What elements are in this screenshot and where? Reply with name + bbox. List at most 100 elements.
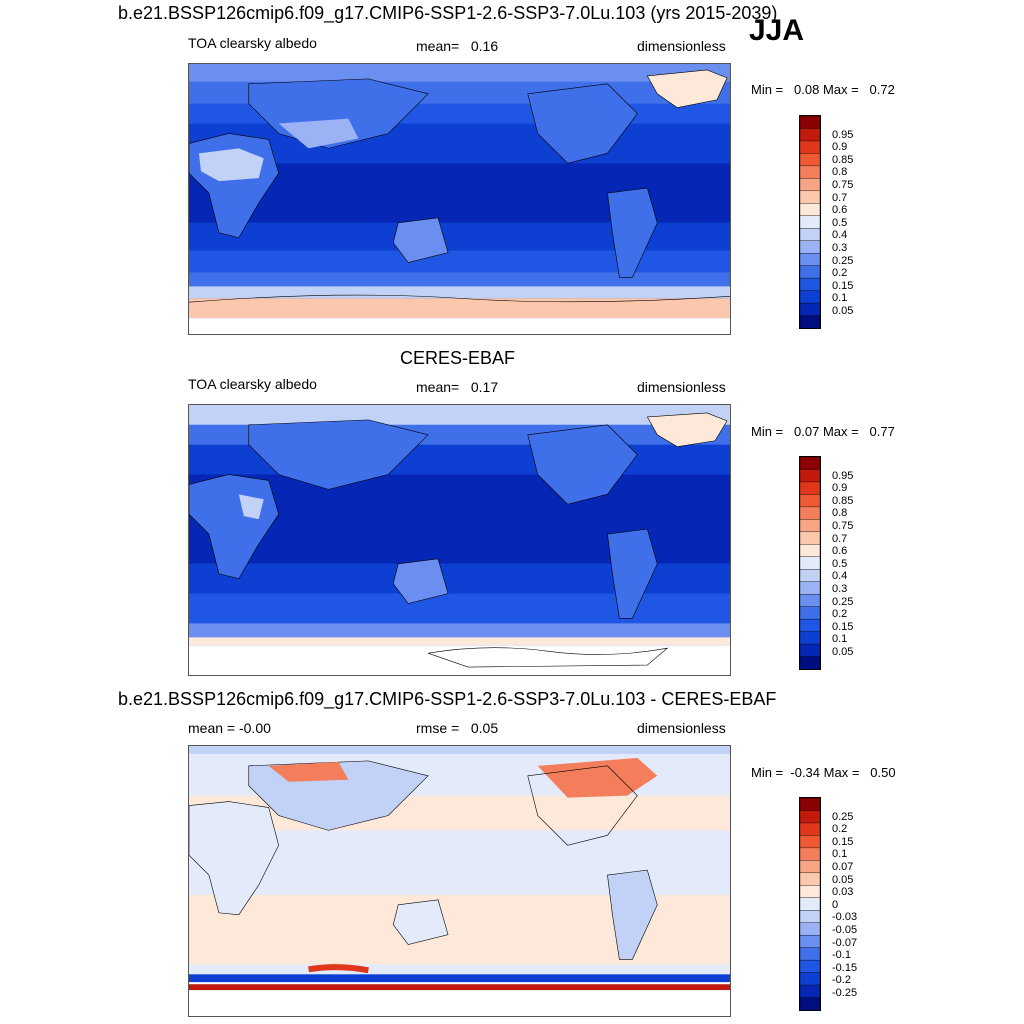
colorbar-tick-label: 0.7: [832, 532, 848, 545]
colorbar-tick-label: 0.6: [832, 204, 848, 217]
panel1-colorbar-swatches: [800, 116, 820, 328]
colorbar-tick-label: 0.25: [832, 595, 854, 608]
colorbar-tick-label: 0.05: [832, 873, 854, 886]
colorbar-swatch: [800, 531, 820, 545]
colorbar-tick-label: 0.4: [832, 570, 848, 583]
colorbar-swatch: [800, 215, 820, 229]
colorbar-tick-label: 0.15: [832, 279, 854, 292]
panel2-minmax: Min = 0.07 Max = 0.77: [751, 424, 895, 439]
panel3-stat-value: 0.05: [470, 720, 499, 736]
colorbar-swatch: [800, 494, 820, 508]
colorbar-tick-label: 0.05: [832, 645, 854, 658]
colorbar-tick-label: 0.2: [832, 608, 848, 621]
colorbar-swatch: [800, 469, 820, 483]
panel3-min-value: -0.34: [790, 765, 821, 780]
colorbar-tick-label: -0.07: [832, 936, 858, 949]
colorbar-tick-label: -0.1: [832, 949, 851, 962]
panel1-map-field: [189, 64, 730, 334]
panel2-stat-value: 0.17: [470, 379, 499, 395]
panel3-map-field: [189, 746, 730, 1016]
panel3-rmse-label: rmse = 0.05: [416, 720, 498, 736]
panel3-max-value: 0.50: [870, 765, 896, 780]
season-label: JJA: [749, 14, 805, 47]
colorbar-swatch: [800, 569, 820, 583]
colorbar-swatch: [800, 618, 820, 633]
colorbar-tick-label: 0.03: [832, 886, 854, 899]
colorbar-swatch: [800, 519, 820, 533]
colorbar-tick-label: -0.05: [832, 923, 858, 936]
colorbar-tick-label: 0: [832, 898, 839, 911]
colorbar-tick-label: 0.95: [832, 469, 854, 482]
colorbar-swatch: [800, 315, 820, 328]
panel1-units: dimensionless: [637, 38, 726, 54]
colorbar-tick-label: 0.2: [832, 267, 848, 280]
colorbar-swatch: [800, 972, 820, 986]
colorbar-swatch: [800, 228, 820, 242]
colorbar-tick-label: 0.75: [832, 519, 854, 532]
colorbar-swatch: [800, 897, 820, 911]
panel1-stat-value: 0.16: [470, 38, 499, 54]
colorbar-swatch: [800, 153, 820, 167]
colorbar-swatch: [800, 810, 820, 824]
colorbar-swatch: [800, 178, 820, 192]
colorbar-tick-label: 0.9: [832, 141, 848, 154]
panel3-title: b.e21.BSSP126cmip6.f09_g17.CMIP6-SSP1-2.…: [118, 689, 777, 709]
colorbar-tick-label: 0.85: [832, 153, 854, 166]
colorbar-swatch: [800, 997, 820, 1010]
colorbar-swatch: [800, 934, 820, 949]
colorbar-swatch: [800, 457, 820, 470]
colorbar-tick-label: 0.7: [832, 191, 848, 204]
colorbar-tick-label: 0.3: [832, 241, 848, 254]
colorbar-tick-label: 0.25: [832, 810, 854, 823]
colorbar-tick-label: 0.05: [832, 304, 854, 317]
panel2-mean-label: mean= 0.17: [416, 379, 498, 395]
panel2-min-label: Min =: [751, 424, 784, 439]
colorbar-tick-label: 0.1: [832, 292, 848, 305]
panel1-title: b.e21.BSSP126cmip6.f09_g17.CMIP6-SSP1-2.…: [118, 3, 778, 23]
panel1-variable-label: TOA clearsky albedo: [188, 35, 317, 51]
colorbar-tick-label: 0.6: [832, 545, 848, 558]
colorbar-swatch: [800, 910, 820, 924]
colorbar-swatch: [800, 265, 820, 279]
colorbar-swatch: [800, 290, 820, 304]
colorbar-tick-label: -0.2: [832, 974, 851, 987]
panel2-units: dimensionless: [637, 379, 726, 395]
panel2-max-label: Max =: [822, 424, 859, 439]
colorbar-tick-label: 0.8: [832, 507, 848, 520]
colorbar-swatch: [800, 190, 820, 204]
panel2-title: CERES-EBAF: [400, 348, 516, 368]
colorbar-swatch: [800, 506, 820, 520]
panel2-stat-label: mean=: [416, 379, 460, 395]
colorbar-swatch: [800, 556, 820, 570]
colorbar-tick-label: 0.5: [832, 557, 848, 570]
colorbar-tick-label: 0.2: [832, 823, 848, 836]
colorbar-swatch: [800, 128, 820, 142]
panel1-mean-label: mean= 0.16: [416, 38, 498, 54]
panel2-max-value: 0.77: [869, 424, 895, 439]
panel3-colorbar: [799, 797, 821, 1011]
panel3-units: dimensionless: [637, 720, 726, 736]
panel3-colorbar-swatches: [800, 798, 820, 1010]
colorbar-tick-label: 0.1: [832, 633, 848, 646]
colorbar-tick-label: 0.8: [832, 166, 848, 179]
colorbar-swatch: [800, 847, 820, 861]
colorbar-tick-label: 0.9: [832, 482, 848, 495]
colorbar-swatch: [800, 885, 820, 899]
colorbar-tick-label: 0.95: [832, 128, 854, 141]
panel2-map-field: [189, 405, 730, 675]
colorbar-swatch: [800, 277, 820, 292]
colorbar-swatch: [800, 544, 820, 558]
colorbar-swatch: [800, 581, 820, 595]
panel1-minmax: Min = 0.08 Max = 0.72: [751, 82, 895, 97]
colorbar-swatch: [800, 798, 820, 811]
colorbar-tick-label: 0.15: [832, 620, 854, 633]
colorbar-tick-label: 0.75: [832, 178, 854, 191]
panel1-stat-label: mean=: [416, 38, 460, 54]
colorbar-swatch: [800, 643, 820, 658]
colorbar-swatch: [800, 140, 820, 154]
colorbar-swatch: [800, 165, 820, 179]
colorbar-tick-label: 0.3: [832, 582, 848, 595]
panel1-colorbar: [799, 115, 821, 329]
colorbar-swatch: [800, 240, 820, 254]
panel3-min-label: Min =: [751, 765, 784, 780]
